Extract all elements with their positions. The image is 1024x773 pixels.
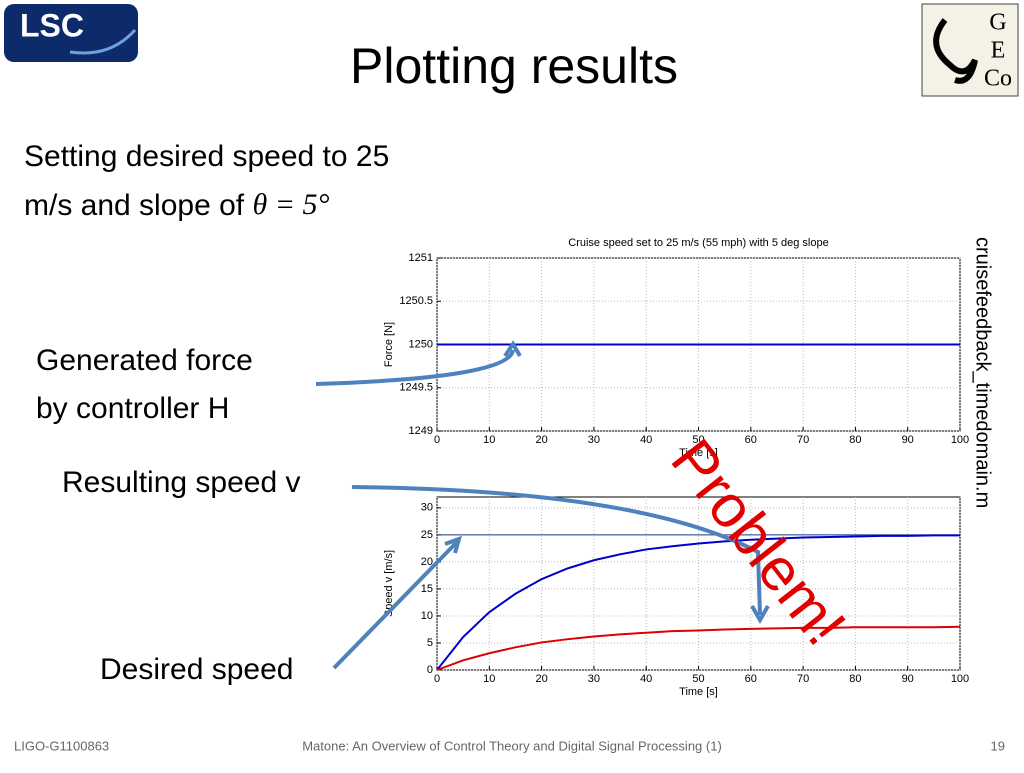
x-tick-label: 40 <box>640 434 652 446</box>
y-tick-label: 20 <box>421 556 433 568</box>
y-tick-label: 10 <box>421 610 433 622</box>
x-tick-label: 60 <box>745 673 757 685</box>
slide-title: Plotting results <box>350 38 678 94</box>
series-line <box>436 534 960 671</box>
annotation: Generated force <box>36 344 253 377</box>
logo-letter: E <box>991 38 1006 64</box>
x-tick-label: 20 <box>535 673 547 685</box>
y-tick-label: 1250.5 <box>399 295 433 307</box>
x-tick-label: 70 <box>797 434 809 446</box>
series-line <box>436 625 961 671</box>
y-tick-label: 15 <box>421 583 433 595</box>
x-tick-label: 20 <box>535 434 547 446</box>
logo-gecko <box>933 18 978 84</box>
x-tick-label: 90 <box>902 434 914 446</box>
arrow <box>315 349 515 386</box>
y-tick-label: 25 <box>421 529 433 541</box>
x-tick-label: 30 <box>588 673 600 685</box>
x-tick-label: 10 <box>483 673 495 685</box>
x-tick-label: 0 <box>434 673 440 685</box>
x-tick-label: 70 <box>797 673 809 685</box>
file-label: cruisefeedback_timedomain.m <box>972 237 994 508</box>
chart-title: Cruise speed set to 25 m/s (55 mph) with… <box>568 237 828 249</box>
arrows <box>315 340 770 670</box>
x-tick-label: 100 <box>951 434 969 446</box>
x-tick-label: 50 <box>692 434 704 446</box>
annotation: by controller H <box>36 392 229 425</box>
annotation: Resulting speed v <box>62 466 300 499</box>
arrow-head <box>444 535 462 554</box>
body-text: m/s and slope of <box>24 189 252 222</box>
arrow <box>351 485 762 616</box>
y-tick-label: 1250 <box>409 338 433 350</box>
y-tick-label: 5 <box>427 637 433 649</box>
y-tick-label: 0 <box>427 664 433 676</box>
x-tick-label: 40 <box>640 673 652 685</box>
body-text: Setting desired speed to 25 <box>24 140 389 173</box>
x-tick-label: 50 <box>692 673 704 685</box>
body-text: m/s and slope of θ = 5° <box>24 188 329 222</box>
footer-center: Matone: An Overview of Control Theory an… <box>302 738 722 753</box>
y-axis-label: Speed v [m/s] <box>383 550 395 617</box>
y-tick-label: 1249 <box>409 425 433 437</box>
arrow <box>332 541 458 670</box>
logo-left <box>4 4 138 62</box>
x-tick-label: 80 <box>849 434 861 446</box>
arrow-head <box>750 605 770 625</box>
logo-letter: Co <box>984 66 1012 92</box>
x-tick-label: 0 <box>434 434 440 446</box>
logo-text: LSC <box>20 7 84 43</box>
x-tick-label: 30 <box>588 434 600 446</box>
x-tick-label: 60 <box>745 434 757 446</box>
y-tick-label: 1249.5 <box>399 382 433 394</box>
math: θ = 5° <box>252 188 329 221</box>
annotation: Desired speed <box>100 653 293 686</box>
x-tick-label: 10 <box>483 434 495 446</box>
x-tick-label: 90 <box>902 673 914 685</box>
footer-left: LIGO-G1100863 <box>14 738 109 753</box>
y-tick-label: 30 <box>421 502 433 514</box>
x-axis-label: Time [s] <box>679 686 718 698</box>
logo-letter: G <box>989 10 1006 36</box>
y-tick-label: 1251 <box>409 252 433 264</box>
x-axis-label: Time [s] <box>679 447 718 459</box>
page-number: 19 <box>991 738 1005 753</box>
arrow-head <box>503 340 522 358</box>
logo-swoosh <box>69 29 137 55</box>
y-axis-label: Force [N] <box>383 322 395 367</box>
x-tick-label: 80 <box>849 673 861 685</box>
x-tick-label: 100 <box>951 673 969 685</box>
